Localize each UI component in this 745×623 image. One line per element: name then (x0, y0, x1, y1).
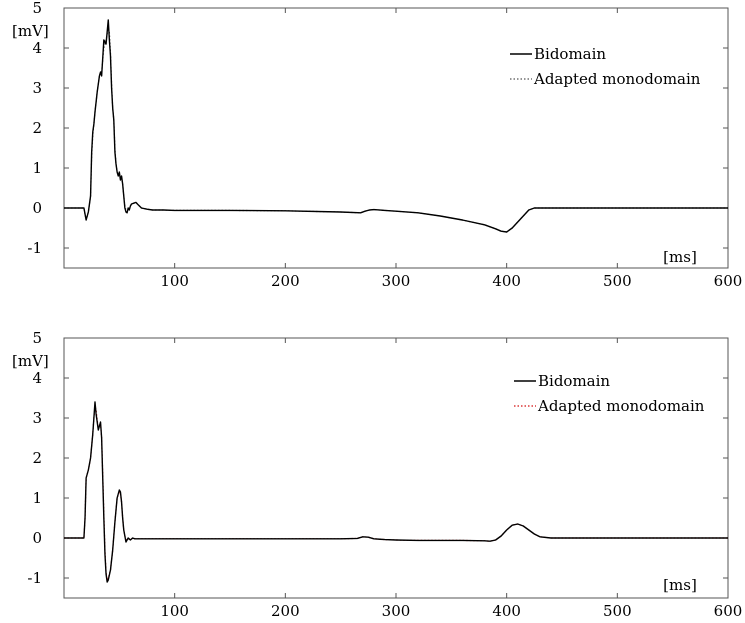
y-tick-label: 3 (32, 409, 42, 427)
plot-frame (63, 337, 729, 599)
x-tick-label: 600 (714, 272, 743, 290)
x-tick-label: 400 (492, 602, 521, 620)
y-tick-label: -1 (27, 569, 42, 587)
y-axis-unit: [mV] (12, 22, 49, 40)
y-tick-label: 4 (32, 369, 42, 387)
x-tick-label: 400 (492, 272, 521, 290)
y-tick-label: 0 (32, 199, 42, 217)
x-tick-label: 200 (271, 272, 300, 290)
x-tick-label: 200 (271, 602, 300, 620)
legend-label: Adapted monodomain (533, 70, 701, 88)
y-tick-label: 1 (32, 159, 42, 177)
y-tick-label: 3 (32, 79, 42, 97)
y-tick-label: 5 (32, 0, 42, 17)
x-tick-label: 100 (160, 272, 189, 290)
y-tick-label: 2 (32, 449, 42, 467)
legend-label: Adapted monodomain (537, 397, 705, 415)
y-tick-label: 2 (32, 119, 42, 137)
series-line-bidomain (64, 401, 728, 583)
chart-bottom: 100 200 300 400 500 600 -1 0 1 2 3 4 5 [mV] [ms] Bidoma… (12, 329, 742, 620)
x-tick-label: 300 (382, 272, 411, 290)
x-tick-label: 500 (603, 602, 632, 620)
chart-top: 100 200 300 400 500 600 -1 0 1 2 3 4 5 [mV] [ms] Bidoma… (12, 0, 742, 290)
series-line-adapted-monodomain (64, 27, 728, 233)
legend-label: Bidomain (534, 45, 606, 63)
legend-label: Bidomain (538, 372, 610, 390)
plot-frame (63, 7, 729, 269)
y-axis-unit: [mV] (12, 352, 49, 370)
y-tick-label: 0 (32, 529, 42, 547)
x-tick-label: 500 (603, 272, 632, 290)
x-axis-unit: [ms] (663, 248, 697, 266)
y-tick-label: 1 (32, 489, 42, 507)
x-tick-label: 300 (382, 602, 411, 620)
y-tick-label: -1 (27, 239, 42, 257)
x-tick-label: 100 (160, 602, 189, 620)
y-tick-label: 4 (32, 39, 42, 57)
y-tick-label: 5 (32, 329, 42, 347)
x-tick-label: 600 (714, 602, 743, 620)
series-line-bidomain (64, 19, 728, 233)
series-line-adapted-monodomain (64, 405, 728, 581)
x-axis-unit: [ms] (663, 576, 697, 594)
